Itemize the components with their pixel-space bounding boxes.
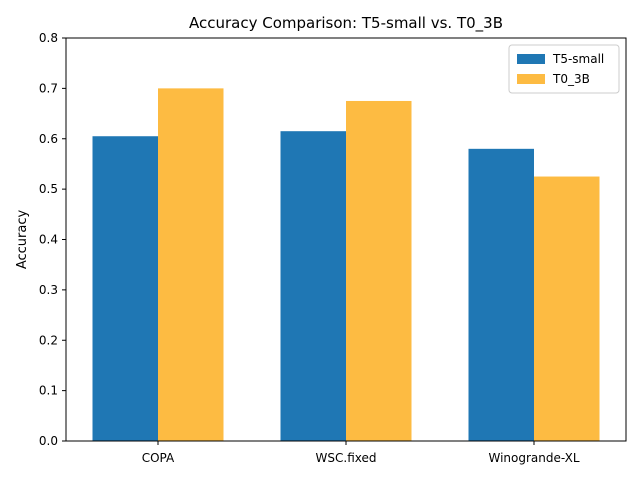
- y-tick-label: 0.5: [39, 182, 58, 196]
- x-tick-label: Winogrande-XL: [488, 451, 579, 465]
- y-axis: 0.0 0.1 0.2 0.3 0.4 0.5 0.6 0.7 0.8: [39, 31, 66, 448]
- bar-t5-small-copa: [92, 136, 158, 441]
- y-tick-label: 0.3: [39, 283, 58, 297]
- y-tick-label: 0.0: [39, 434, 58, 448]
- legend-swatch-t5-small: [517, 54, 545, 64]
- bar-t0-3b-winogrande-xl: [534, 176, 600, 441]
- x-axis: COPA WSC.fixed Winogrande-XL: [142, 441, 580, 465]
- y-tick-label: 0.2: [39, 333, 58, 347]
- bar-t0-3b-wsc-fixed: [346, 100, 412, 441]
- legend-swatch-t0-3b: [517, 74, 545, 84]
- bars-layer: [92, 88, 600, 441]
- x-tick-label: WSC.fixed: [316, 451, 377, 465]
- legend-label-t5-small: T5-small: [552, 52, 604, 66]
- y-tick-label: 0.8: [39, 31, 58, 45]
- bar-t5-small-winogrande-xl: [468, 148, 534, 441]
- y-tick-label: 0.6: [39, 132, 58, 146]
- y-tick-label: 0.7: [39, 81, 58, 95]
- bar-t0-3b-copa: [158, 88, 224, 441]
- chart-title: Accuracy Comparison: T5-small vs. T0_3B: [189, 14, 503, 33]
- bar-t5-small-wsc-fixed: [280, 131, 346, 441]
- legend: T5-small T0_3B: [508, 44, 620, 94]
- x-tick-label: COPA: [142, 451, 175, 465]
- y-tick-label: 0.4: [39, 233, 58, 247]
- plot-frame: [65, 37, 627, 442]
- legend-label-t0-3b: T0_3B: [552, 72, 590, 86]
- y-tick-label: 0.1: [39, 384, 58, 398]
- y-axis-label: Accuracy: [15, 210, 30, 270]
